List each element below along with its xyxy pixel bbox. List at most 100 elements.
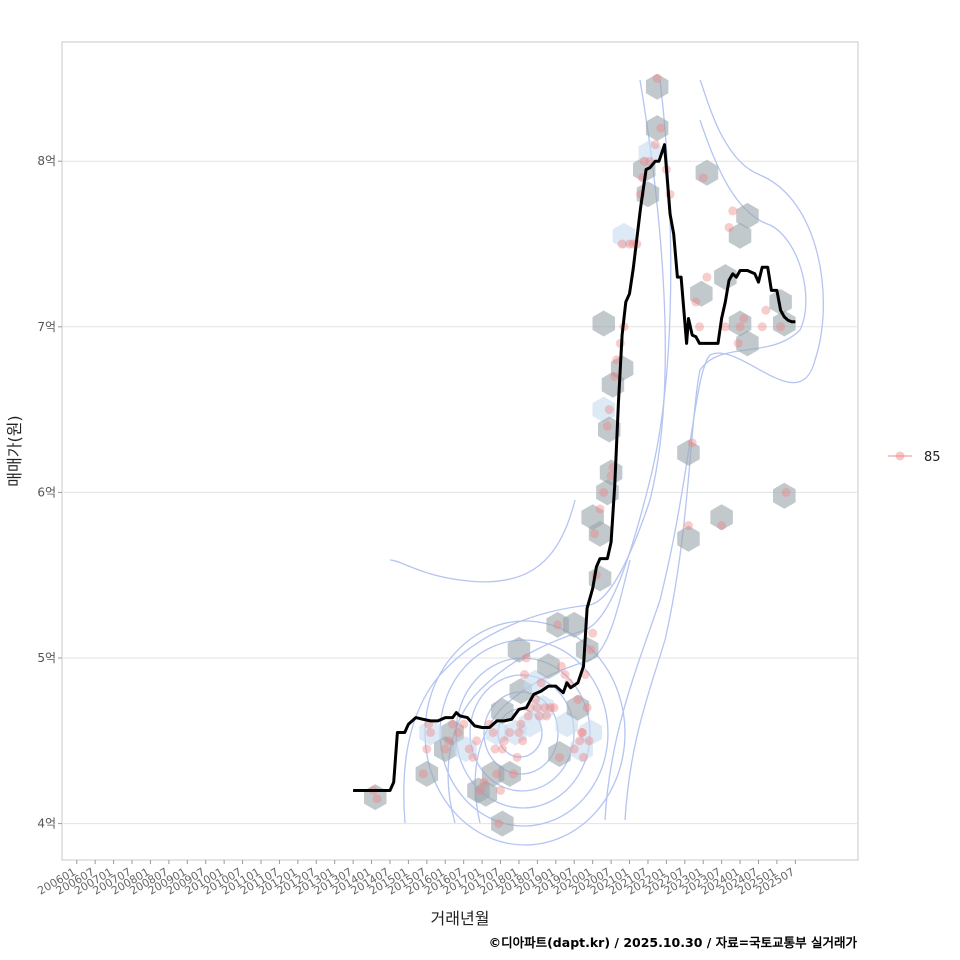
data-point <box>728 206 738 216</box>
data-point <box>453 727 463 737</box>
hexbin-cell <box>548 741 571 767</box>
data-point <box>549 703 559 713</box>
legend-label: 85 <box>924 450 941 465</box>
x-axis-ticks: 2006012006072007012007072008012008072009… <box>35 860 797 898</box>
hexbin-cell <box>645 115 669 142</box>
data-point <box>560 670 570 680</box>
data-point <box>573 694 583 704</box>
hexbin-cell <box>638 139 661 166</box>
hexbin-cell <box>507 636 531 663</box>
data-point <box>475 785 485 795</box>
data-point <box>372 794 382 804</box>
hexbin-cell <box>728 222 752 249</box>
y-tick-label: 6억 <box>37 485 56 499</box>
hexbin-cell <box>518 711 542 738</box>
hexbin-cell <box>714 264 737 291</box>
data-point <box>739 314 749 324</box>
hexbin-cell <box>531 694 555 721</box>
data-point <box>516 719 526 729</box>
hexbin-cell <box>537 653 560 680</box>
data-point <box>418 769 428 779</box>
data-point <box>687 438 697 448</box>
data-point <box>553 620 563 630</box>
hexbin-cell <box>441 719 464 746</box>
hexbin-cell <box>677 439 700 466</box>
data-point <box>604 405 614 415</box>
contour-line <box>624 119 807 821</box>
contour-line <box>403 79 666 824</box>
legend: 85 <box>888 450 941 465</box>
legend-marker <box>895 451 905 461</box>
hexbin-cell <box>645 73 669 100</box>
data-point <box>499 736 509 746</box>
data-point <box>512 752 522 762</box>
contour-line <box>447 79 672 824</box>
data-point <box>505 727 515 737</box>
data-point <box>625 239 635 249</box>
data-point <box>599 487 609 497</box>
data-point <box>422 744 432 754</box>
data-point <box>781 487 791 497</box>
hexbin-cell <box>690 280 713 307</box>
contour-line <box>604 79 824 821</box>
data-point <box>735 322 745 332</box>
data-point <box>536 678 546 688</box>
gridlines <box>62 160 858 825</box>
data-point <box>698 173 708 183</box>
data-point <box>426 727 436 737</box>
hexbin-cell <box>491 810 514 837</box>
y-axis-ticks: 4억 5억 6억 7억 8억 <box>37 154 62 831</box>
data-point <box>472 736 482 746</box>
data-point <box>702 272 712 282</box>
data-point <box>691 297 701 307</box>
hexbin-cell <box>575 636 599 663</box>
data-point <box>540 703 550 713</box>
data-point <box>582 703 592 713</box>
data-point <box>652 73 662 83</box>
data-point <box>534 711 544 721</box>
data-point <box>720 322 730 332</box>
data-point <box>639 156 649 166</box>
data-point <box>514 727 524 737</box>
hexbin-cell <box>474 780 498 807</box>
y-tick-label: 5억 <box>37 651 56 665</box>
data-point <box>757 322 767 332</box>
data-point <box>459 719 469 729</box>
y-tick-label: 8억 <box>37 154 56 168</box>
data-point <box>650 140 660 150</box>
hexbin-cell <box>579 719 603 746</box>
hexbin-cell <box>728 310 752 337</box>
data-point <box>588 628 598 638</box>
data-point <box>578 752 588 762</box>
data-point <box>555 752 564 762</box>
hexbin-cell <box>415 760 439 787</box>
data-point <box>508 769 518 779</box>
hexbin-cell <box>592 396 615 423</box>
hexbin-cell <box>419 719 442 746</box>
hexbin-cell <box>566 694 590 721</box>
data-point <box>523 711 533 721</box>
data-point <box>733 338 743 348</box>
data-point <box>776 322 786 332</box>
data-point <box>610 371 620 381</box>
points-layer <box>368 73 791 829</box>
data-point <box>595 504 605 514</box>
hexbin-cell <box>610 355 634 382</box>
hexbin-cell <box>736 202 759 229</box>
hexbin-cell <box>773 482 796 509</box>
hexbin-cell <box>555 711 579 738</box>
data-point <box>761 305 771 315</box>
data-point <box>545 703 555 713</box>
data-point <box>617 239 627 249</box>
data-point <box>496 785 506 795</box>
data-point <box>497 744 507 754</box>
x-axis-title: 거래년월 <box>431 909 490 928</box>
panel-background <box>61 41 859 861</box>
data-point <box>575 736 585 746</box>
data-point <box>518 736 528 746</box>
data-point <box>584 736 594 746</box>
hexbin-cell <box>695 159 719 186</box>
data-point <box>521 653 531 663</box>
hexbin-cell <box>588 520 612 547</box>
